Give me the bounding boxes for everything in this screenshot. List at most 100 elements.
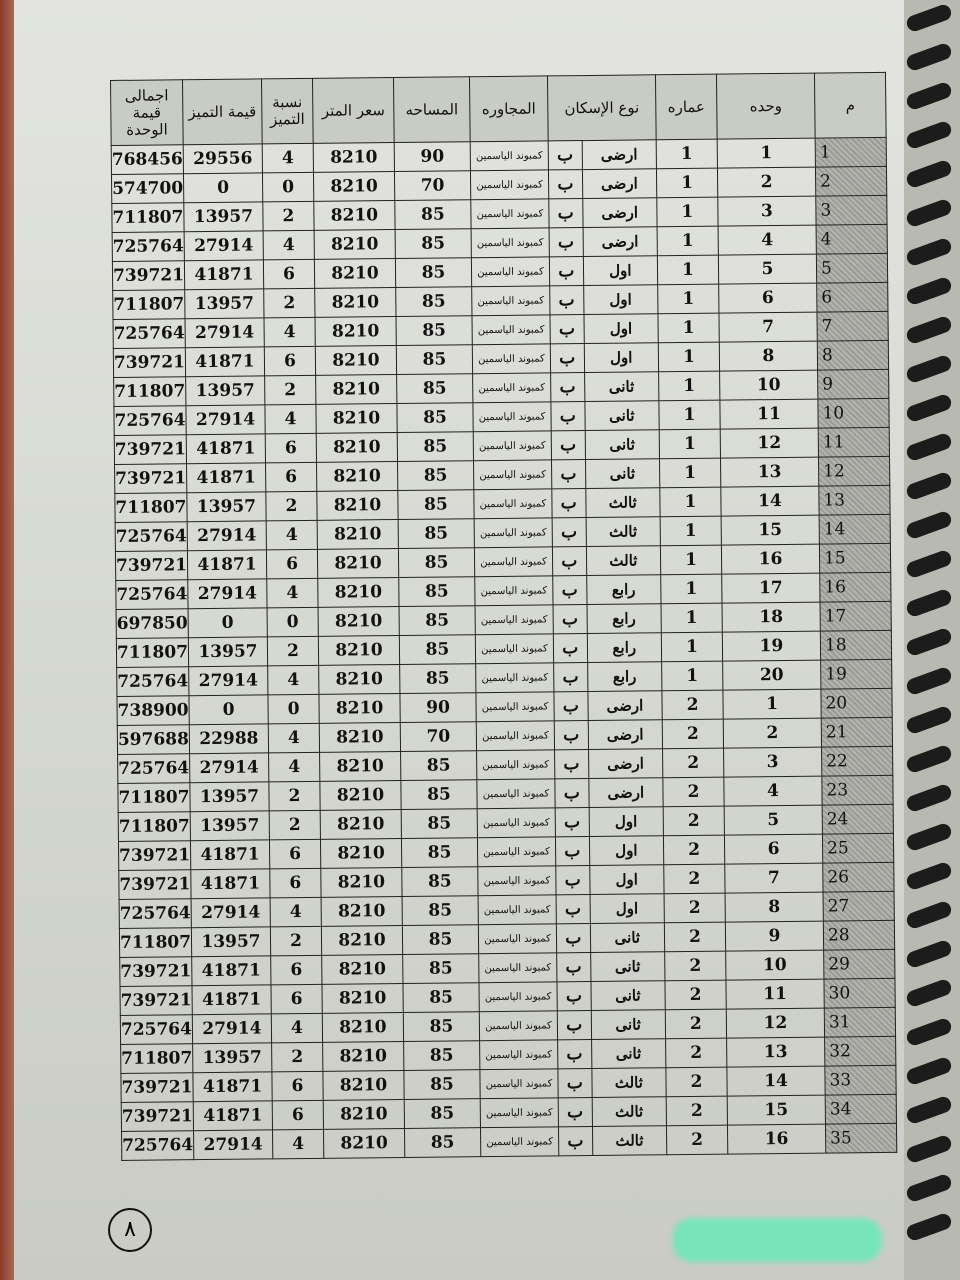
price-per-meter-cell: 8210 xyxy=(313,142,395,173)
row-index-cell: 23 xyxy=(821,775,894,806)
price-per-meter-cell: 8210 xyxy=(314,287,396,318)
neighborhood-cell: كمبوند الياسمين xyxy=(471,285,550,316)
binder-ring xyxy=(904,782,954,814)
row-index-cell: 21 xyxy=(821,717,893,748)
type-cell: ب xyxy=(554,749,589,779)
premium-value-cell: 41871 xyxy=(191,984,272,1015)
premium-value-cell: 29556 xyxy=(183,143,263,174)
total-value-cell: 725764 xyxy=(116,666,189,697)
premium-pct-cell: 2 xyxy=(262,201,315,231)
premium-pct-cell: 6 xyxy=(270,955,322,985)
premium-pct-cell: 2 xyxy=(271,1042,323,1072)
premium-value-cell: 13957 xyxy=(188,636,268,667)
area-cell: 85 xyxy=(400,750,477,781)
row-index-cell: 10 xyxy=(817,398,890,429)
row-index-cell: 24 xyxy=(822,804,894,835)
type-cell: ب xyxy=(553,604,587,634)
premium-pct-cell: 6 xyxy=(270,984,323,1014)
premium-pct-cell: 4 xyxy=(263,230,315,260)
binder-ring xyxy=(904,1055,954,1087)
binder-ring xyxy=(904,41,954,73)
floor-cell: اول xyxy=(583,342,659,373)
total-value-cell: 725764 xyxy=(119,898,192,929)
unit-number-cell: 7 xyxy=(724,863,824,894)
premium-value-cell: 41871 xyxy=(186,433,266,464)
neighborhood-cell: كمبوند الياسمين xyxy=(472,343,551,374)
premium-pct-cell: 6 xyxy=(266,549,318,579)
area-cell: 85 xyxy=(401,837,478,868)
binder-ring xyxy=(904,548,954,580)
row-index-cell: 15 xyxy=(819,543,891,574)
price-per-meter-cell: 8210 xyxy=(321,954,403,985)
building-number-cell: 1 xyxy=(661,603,723,633)
unit-number-cell: 16 xyxy=(727,1124,826,1155)
floor-cell: رابع xyxy=(587,661,662,692)
premium-pct-cell: 4 xyxy=(268,752,320,782)
row-index-cell: 9 xyxy=(817,369,889,400)
building-number-cell: 2 xyxy=(662,719,724,749)
header-building: عماره xyxy=(655,74,718,140)
building-number-cell: 2 xyxy=(666,1096,728,1126)
price-per-meter-cell: 8210 xyxy=(321,983,404,1014)
unit-number-cell: 17 xyxy=(721,573,821,604)
building-number-cell: 2 xyxy=(665,1067,728,1097)
type-cell: ب xyxy=(549,227,583,257)
type-cell: ب xyxy=(548,140,583,170)
binder-ring xyxy=(904,587,954,619)
total-value-cell: 739721 xyxy=(114,434,187,465)
building-number-cell: 1 xyxy=(660,574,723,604)
total-value-cell: 711807 xyxy=(112,289,185,320)
unit-number-cell: 5 xyxy=(718,254,817,285)
neighborhood-cell: كمبوند الياسمين xyxy=(479,1068,559,1099)
unit-number-cell: 5 xyxy=(724,805,823,836)
floor-cell: ارضى xyxy=(588,777,664,808)
total-value-cell: 597688 xyxy=(117,724,190,755)
neighborhood-cell: كمبوند الياسمين xyxy=(475,691,555,722)
premium-value-cell: 27914 xyxy=(192,1013,272,1044)
binder-ring xyxy=(904,938,954,970)
neighborhood-cell: كمبوند الياسمين xyxy=(476,720,555,751)
neighborhood-cell: كمبوند الياسمين xyxy=(470,140,549,171)
total-value-cell: 725764 xyxy=(112,231,185,262)
area-cell: 85 xyxy=(395,315,473,346)
type-cell: ب xyxy=(549,314,584,344)
floor-cell: اول xyxy=(583,313,659,344)
building-number-cell: 2 xyxy=(661,690,724,720)
row-index-cell: 1 xyxy=(815,137,887,168)
price-per-meter-cell: 8210 xyxy=(319,751,401,782)
premium-pct-cell: 6 xyxy=(265,433,317,463)
binder-ring xyxy=(904,1211,954,1243)
premium-pct-cell: 6 xyxy=(269,868,322,898)
row-index-cell: 34 xyxy=(825,1094,897,1125)
building-number-cell: 2 xyxy=(664,893,726,923)
row-index-cell: 8 xyxy=(817,340,889,371)
row-index-cell: 3 xyxy=(815,195,888,226)
neighborhood-cell: كمبوند الياسمين xyxy=(476,749,555,780)
row-index-cell: 13 xyxy=(818,485,891,516)
binder-ring xyxy=(904,392,954,424)
price-per-meter-cell: 8210 xyxy=(317,577,400,608)
row-index-cell: 5 xyxy=(816,253,888,284)
price-per-meter-cell: 8210 xyxy=(316,432,398,463)
unit-number-cell: 14 xyxy=(726,1066,826,1097)
area-cell: 85 xyxy=(397,460,474,491)
premium-pct-cell: 2 xyxy=(270,926,322,956)
total-value-cell: 697850 xyxy=(116,608,189,639)
price-per-meter-cell: 8210 xyxy=(314,258,396,289)
type-cell: ب xyxy=(558,1097,593,1127)
total-value-cell: 574700 xyxy=(111,173,184,204)
area-cell: 85 xyxy=(398,576,476,607)
price-per-meter-cell: 8210 xyxy=(313,200,396,231)
premium-pct-cell: 2 xyxy=(264,375,316,405)
floor-cell: ارضى xyxy=(582,197,658,228)
floor-cell: رابع xyxy=(586,603,662,634)
building-number-cell: 2 xyxy=(664,922,726,952)
type-cell: ب xyxy=(555,836,590,866)
unit-number-cell: 7 xyxy=(718,312,818,343)
row-index-cell: 29 xyxy=(823,949,895,980)
price-per-meter-cell: 8210 xyxy=(322,1012,404,1043)
neighborhood-cell: كمبوند الياسمين xyxy=(475,604,554,635)
price-per-meter-cell: 8210 xyxy=(318,606,400,637)
premium-value-cell: 41871 xyxy=(190,839,270,870)
unit-number-cell: 14 xyxy=(720,486,820,517)
